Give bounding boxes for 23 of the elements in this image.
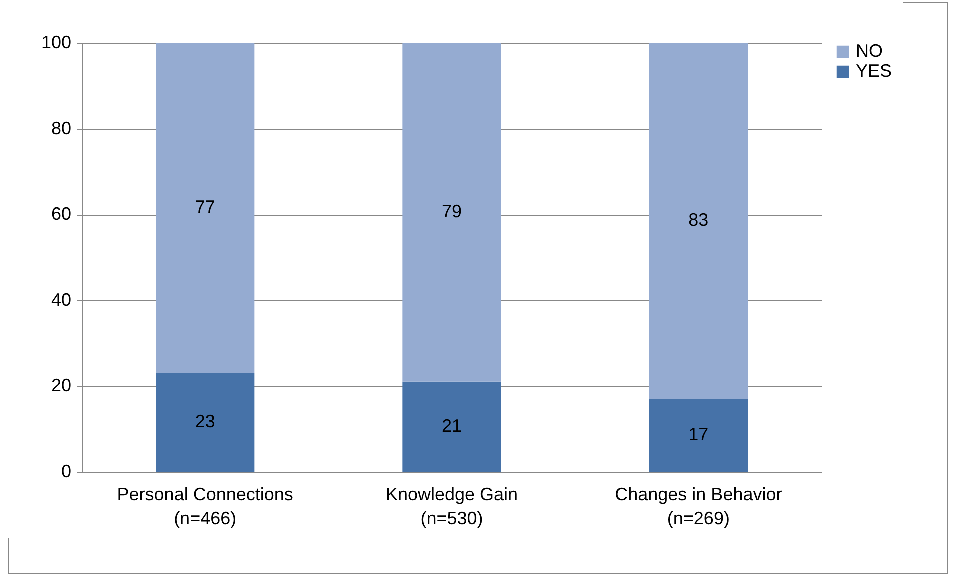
- data-label: 21: [442, 416, 462, 436]
- bar: [649, 43, 748, 400]
- x-tick-label: Knowledge Gain (n=530): [386, 484, 518, 528]
- y-tick-label: 80: [51, 118, 72, 138]
- data-label: 79: [442, 201, 462, 222]
- bar: [156, 373, 255, 472]
- x-tick-label: Changes in Behavior (n=269): [615, 484, 782, 528]
- bar: [402, 43, 502, 382]
- data-label: 83: [688, 210, 709, 230]
- bar: [402, 382, 502, 472]
- data-label: 77: [195, 197, 216, 218]
- bar: [156, 43, 255, 374]
- data-label: 17: [688, 424, 709, 445]
- y-tick-label: 60: [51, 204, 72, 224]
- y-tick-label: 40: [51, 290, 72, 310]
- data-label: 23: [195, 412, 216, 432]
- legend-label: YES: [856, 61, 892, 81]
- x-tick-label: Personal Connections (n=466): [117, 484, 294, 528]
- bar: [649, 399, 748, 472]
- y-tick-label: 100: [41, 32, 72, 52]
- y-tick-label: 0: [61, 462, 72, 482]
- legend-label: NO: [856, 41, 883, 61]
- y-tick-label: 20: [51, 376, 72, 396]
